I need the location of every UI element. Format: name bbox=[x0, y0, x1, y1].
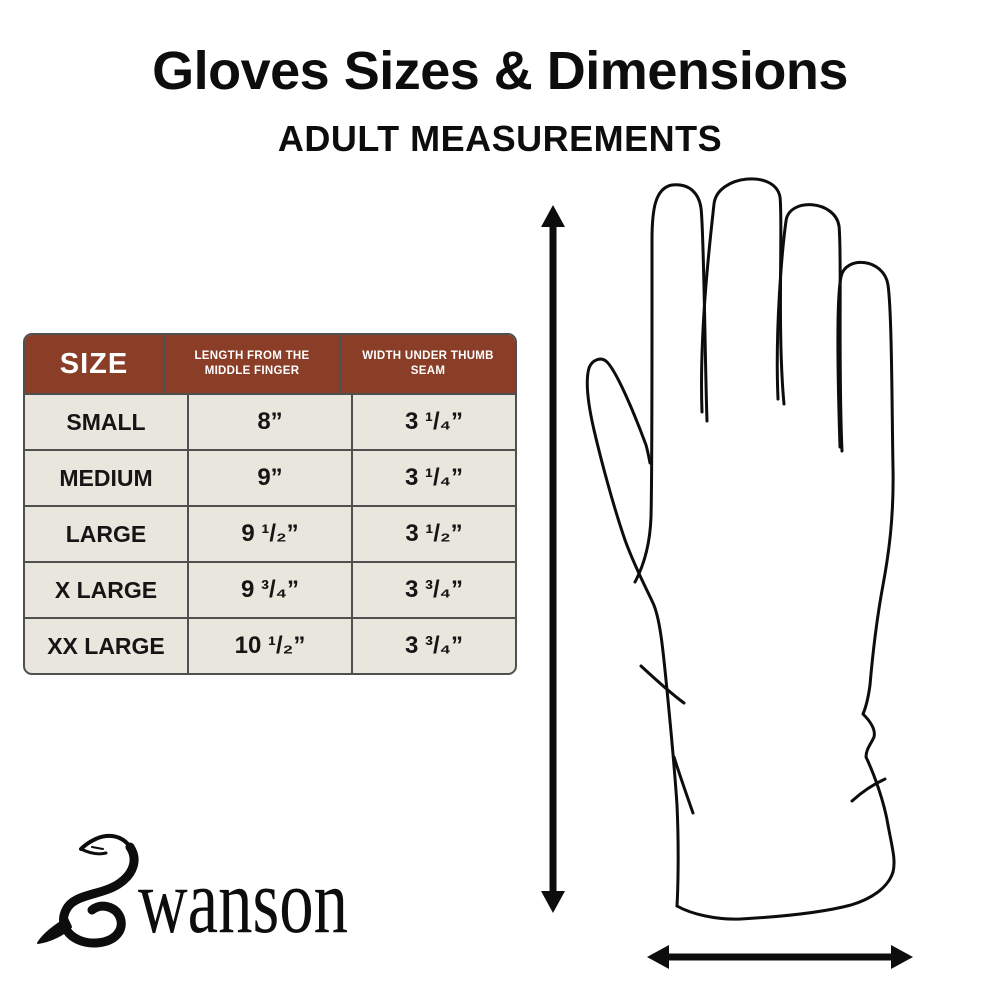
page-subtitle: ADULT MEASUREMENTS bbox=[277, 118, 723, 159]
glove-ring-finger bbox=[775, 203, 844, 453]
table-row: MEDIUM 9” 3 ¹/₄” bbox=[25, 449, 515, 505]
size-cell: X LARGE bbox=[54, 576, 158, 603]
glove-right-wrinkle bbox=[850, 777, 887, 803]
size-cell: MEDIUM bbox=[59, 464, 153, 491]
length-cell: 9 ³/₄” bbox=[187, 563, 351, 617]
glove-left-edge bbox=[585, 366, 680, 908]
length-cell: 8” bbox=[187, 395, 351, 449]
glove-index-finger bbox=[633, 183, 709, 584]
table-row: LARGE 9 ¹/₂” 3 ¹/₂” bbox=[25, 505, 515, 561]
glove-line-drawing bbox=[585, 177, 896, 921]
glove-left-wrinkle-a bbox=[639, 664, 686, 705]
width-cell: 3 ¹/₂” bbox=[351, 507, 515, 561]
width-cell: 3 ³/₄” bbox=[351, 619, 515, 673]
size-cell: SMALL bbox=[66, 408, 146, 435]
swanson-logo: wanson bbox=[37, 833, 348, 952]
column-header-width: WIDTH UNDER THUMB SEAM bbox=[339, 335, 515, 393]
glove-sizes-table: SIZE LENGTH FROM THE MIDDLE FINGER WIDTH… bbox=[23, 333, 517, 675]
width-cell: 3 ¹/₄” bbox=[351, 395, 515, 449]
table-row: SMALL 8” 3 ¹/₄” bbox=[25, 393, 515, 449]
glove-cuff-bottom bbox=[675, 870, 895, 921]
glove-pinky-finger bbox=[836, 261, 895, 470]
size-cell: XX LARGE bbox=[47, 632, 165, 659]
glove-thumb-inner bbox=[587, 357, 652, 465]
width-cell: 3 ¹/₄” bbox=[351, 451, 515, 505]
length-cell: 9 ¹/₂” bbox=[187, 507, 351, 561]
size-cell: LARGE bbox=[65, 520, 147, 547]
glove-left-wrinkle-b bbox=[672, 755, 695, 815]
table-row: X LARGE 9 ³/₄” 3 ³/₄” bbox=[25, 561, 515, 617]
width-arrow bbox=[647, 945, 913, 969]
length-cell: 9” bbox=[187, 451, 351, 505]
length-arrow bbox=[541, 205, 565, 913]
width-cell: 3 ³/₄” bbox=[351, 563, 515, 617]
glove-middle-finger bbox=[700, 177, 786, 414]
logo-wordmark: wanson bbox=[138, 850, 348, 952]
column-header-length: LENGTH FROM THE MIDDLE FINGER bbox=[163, 335, 339, 393]
table-row: XX LARGE 10 ¹/₂” 3 ³/₄” bbox=[25, 617, 515, 673]
swan-s-icon bbox=[37, 833, 139, 948]
table-header-row: SIZE LENGTH FROM THE MIDDLE FINGER WIDTH… bbox=[25, 335, 515, 393]
column-header-size: SIZE bbox=[59, 347, 129, 380]
glove-right-edge bbox=[861, 466, 896, 874]
page-title: Gloves Sizes & Dimensions bbox=[152, 41, 848, 101]
length-cell: 10 ¹/₂” bbox=[187, 619, 351, 673]
